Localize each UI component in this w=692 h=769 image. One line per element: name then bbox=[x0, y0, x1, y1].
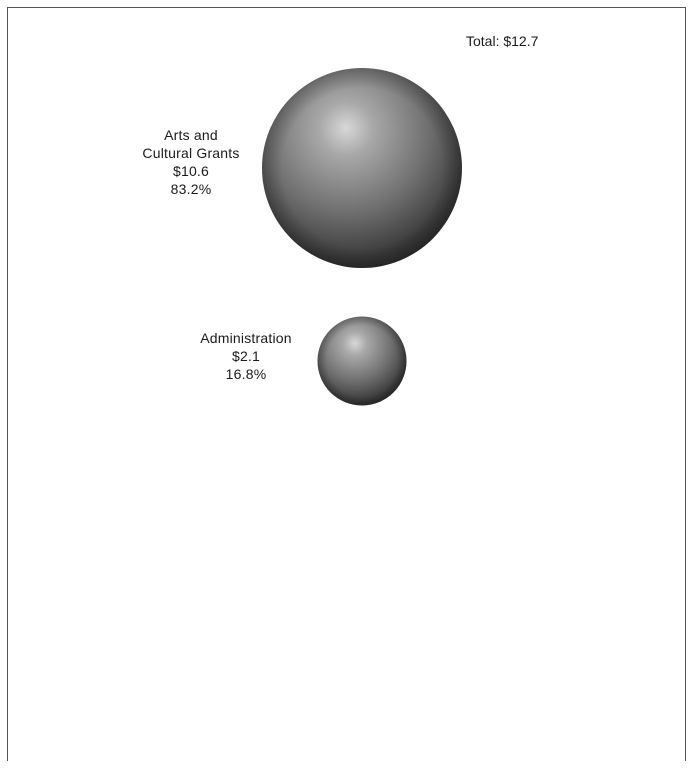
bubble-percent-label: 16.8% bbox=[225, 366, 267, 382]
bubble-value-label: $10.6 bbox=[172, 163, 210, 179]
bubble-label-line: Arts and bbox=[164, 127, 218, 143]
bubble-percent-label: 83.2% bbox=[170, 181, 212, 197]
bubble-value-label: $2.1 bbox=[231, 348, 261, 364]
bubble-administration bbox=[317, 316, 407, 406]
bubble-arts-and-cultural-grants bbox=[262, 68, 462, 268]
bubble-label-line: Administration bbox=[200, 330, 292, 346]
bubble-label-line: Cultural Grants bbox=[142, 145, 240, 161]
bubble-rim-shade bbox=[317, 316, 407, 406]
bubble-label-administration: Administration $2.1 16.8% bbox=[186, 329, 306, 383]
total-label: Total: $12.7 bbox=[466, 33, 539, 49]
bubble-label-arts: Arts and Cultural Grants $10.6 83.2% bbox=[126, 126, 256, 198]
bubble-rim-shade bbox=[262, 68, 462, 268]
